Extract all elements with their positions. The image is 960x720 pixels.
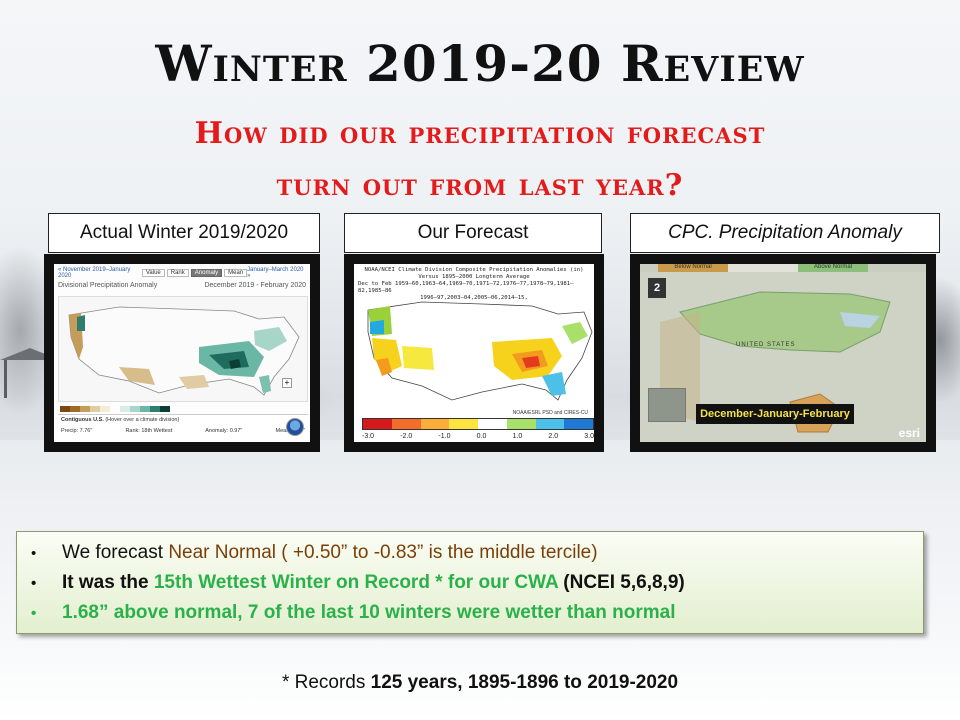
tick-label: 1.0	[512, 433, 523, 440]
bullet-record: • It was the 15th Wettest Winter on Reco…	[31, 568, 923, 598]
tick-label: 3.0	[584, 433, 594, 440]
records-footnote: * Records 125 years, 1895-1896 to 2019-2…	[0, 672, 960, 694]
page-title: Winter 2019-20 Review	[155, 34, 805, 93]
cpc-lead-number: 2	[648, 278, 666, 298]
prev-period-link[interactable]: « November 2019–January 2020	[58, 267, 131, 279]
actual-anomaly-map	[58, 296, 308, 402]
bullet-marker: •	[31, 605, 37, 622]
noaa-logo-icon	[286, 418, 304, 436]
tick-label: 2.0	[548, 433, 559, 440]
esri-logo: esri	[898, 426, 920, 440]
panel-label-actual: Actual Winter 2019/2020	[48, 213, 320, 253]
summary-bullets: • We forecast Near Normal ( +0.50” to -0…	[16, 531, 924, 634]
bullet-record-highlight: 15th Wettest Winter on Record * for our …	[153, 572, 558, 593]
actual-summary-footer: Contiguous U.S. (Hover over a climate di…	[58, 414, 308, 440]
bullet-marker: •	[31, 545, 37, 562]
forecast-credit: NOAA/ESRL PSD and CIRES-CU	[512, 410, 588, 416]
bullet-forecast-prefix: We forecast	[62, 542, 169, 563]
forecast-heading-line-3: Dec to Feb 1959–60,1963–64,1969–70,1971–…	[358, 281, 574, 294]
cpc-season-banner: December-January-February	[696, 404, 854, 424]
panel-forecast: NOAA/NCEI Climate Division Composite Pre…	[344, 254, 604, 452]
tick-label: -3.0	[362, 433, 375, 440]
forecast-map-heading: NOAA/NCEI Climate Division Composite Pre…	[354, 264, 594, 302]
tab-mean[interactable]: Mean	[224, 269, 248, 277]
bullet-record-prefix: It was the	[62, 572, 154, 593]
next-period-link[interactable]: January–March 2020 »	[247, 267, 304, 279]
forecast-heading-line-4: 1996–97,2003–04,2005–06,2014–15,	[420, 295, 528, 301]
footer-rank: Rank: 18th Wettest	[125, 428, 173, 434]
actual-map-heading: Divisional Precipitation Anomaly	[58, 282, 158, 289]
forecast-heading-line-2: Versus 1895–2000 Longterm Average	[418, 274, 530, 280]
actual-map-title: Divisional Precipitation Anomaly Decembe…	[54, 282, 310, 289]
tab-anomaly[interactable]: Anomaly	[190, 269, 223, 277]
tick-label: -1.0	[438, 433, 451, 440]
tick-label: -2.0	[400, 433, 413, 440]
bullet-record-suffix: (NCEI 5,6,8,9)	[558, 572, 685, 593]
subtitle-line-2: turn out from last year?	[276, 168, 684, 203]
us-map-cpc	[640, 272, 926, 442]
cpc-legend: Below Normal Above Normal	[658, 264, 868, 272]
tab-rank[interactable]: Rank	[166, 269, 189, 277]
bullet-marker: •	[31, 575, 37, 592]
view-tabs: Value Rank Anomaly Mean	[141, 269, 248, 277]
tick-label: 0.0	[476, 433, 487, 440]
actual-nav-bar: « November 2019–January 2020 Value Rank …	[54, 264, 310, 282]
footnote-prefix: * Records	[281, 672, 371, 693]
legend-above-normal: Above Normal	[798, 264, 868, 272]
actual-color-legend	[60, 406, 170, 412]
bullet-forecast: • We forecast Near Normal ( +0.50” to -0…	[31, 538, 923, 568]
legend-below-normal: Below Normal	[658, 264, 728, 272]
subtitle-line-1: How did our precipitation forecast	[194, 116, 766, 151]
actual-date-range: December 2019 - February 2020	[204, 282, 306, 289]
us-map-actual	[68, 306, 300, 396]
alaska-inset	[648, 388, 686, 422]
footer-anomaly: Anomaly: 0.97"	[205, 428, 243, 434]
bullet-forecast-highlight: Near Normal ( +0.50” to -0.83” is the mi…	[168, 542, 598, 563]
footnote-years: 125 years, 1895-1896 to 2019-2020	[370, 672, 679, 693]
bullet-above-normal-text: 1.68” above normal, 7 of the last 10 win…	[62, 602, 676, 623]
forecast-legend-ticks: -3.0 -2.0 -1.0 0.0 1.0 2.0 3.0	[362, 433, 594, 440]
footer-region-label: Contiguous U.S.	[61, 417, 104, 423]
panel-actual: « November 2019–January 2020 Value Rank …	[44, 254, 320, 452]
cpc-country-label: UNITED STATES	[736, 342, 796, 348]
panel-cpc: Below Normal Above Normal 2 UNITED STATE…	[630, 254, 936, 452]
panel-label-cpc: CPC. Precipitation Anomaly	[630, 213, 940, 253]
panel-label-forecast: Our Forecast	[344, 213, 602, 253]
tab-value[interactable]: Value	[141, 269, 165, 277]
forecast-heading-line-1: NOAA/NCEI Climate Division Composite Pre…	[364, 267, 584, 273]
zoom-in-button[interactable]: +	[282, 378, 292, 388]
footer-precip: Precip: 7.76"	[61, 428, 93, 434]
forecast-color-legend	[362, 418, 594, 430]
footer-hover-note: (Hover over a climate division)	[105, 417, 180, 423]
bullet-above-normal: • 1.68” above normal, 7 of the last 10 w…	[31, 598, 923, 628]
us-map-forecast	[367, 301, 593, 401]
